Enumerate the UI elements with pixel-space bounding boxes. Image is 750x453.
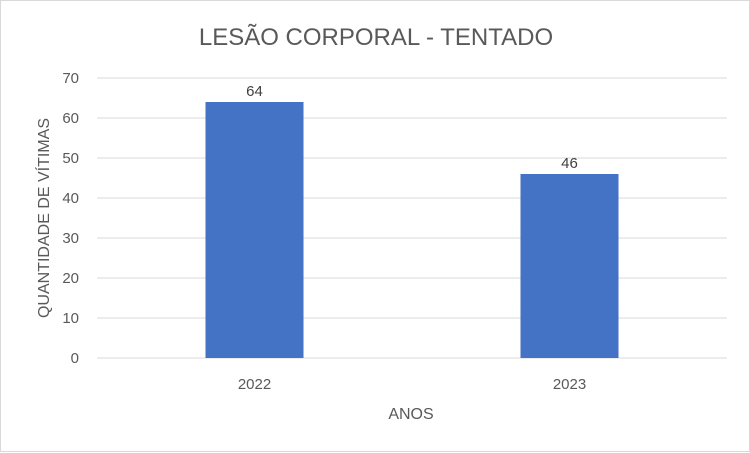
y-tick-label: 70	[62, 70, 79, 87]
chart-title: LESÃO CORPORAL - TENTADO	[199, 24, 553, 51]
y-tick-label: 40	[62, 190, 79, 207]
bars	[205, 102, 619, 358]
gridlines	[97, 77, 727, 359]
data-label: 64	[246, 83, 263, 100]
x-tick-label: 2022	[238, 376, 271, 393]
bar-2022	[205, 102, 304, 358]
x-axis-ticks: 2022 2023	[238, 376, 586, 393]
data-label: 46	[561, 155, 578, 172]
data-labels: 64 46	[246, 83, 578, 172]
bar-2023	[520, 174, 619, 358]
x-axis-title: ANOS	[388, 406, 433, 423]
y-axis-title: QUANTIDADE DE VÍTIMAS	[34, 118, 53, 318]
y-tick-label: 30	[62, 230, 79, 247]
y-tick-label: 50	[62, 150, 79, 167]
y-tick-label: 0	[71, 350, 79, 367]
y-axis-ticks: 0 10 20 30 40 50 60 70	[62, 70, 79, 367]
y-tick-label: 10	[62, 310, 79, 327]
y-tick-label: 20	[62, 270, 79, 287]
y-tick-label: 60	[62, 110, 79, 127]
x-tick-label: 2023	[553, 376, 586, 393]
